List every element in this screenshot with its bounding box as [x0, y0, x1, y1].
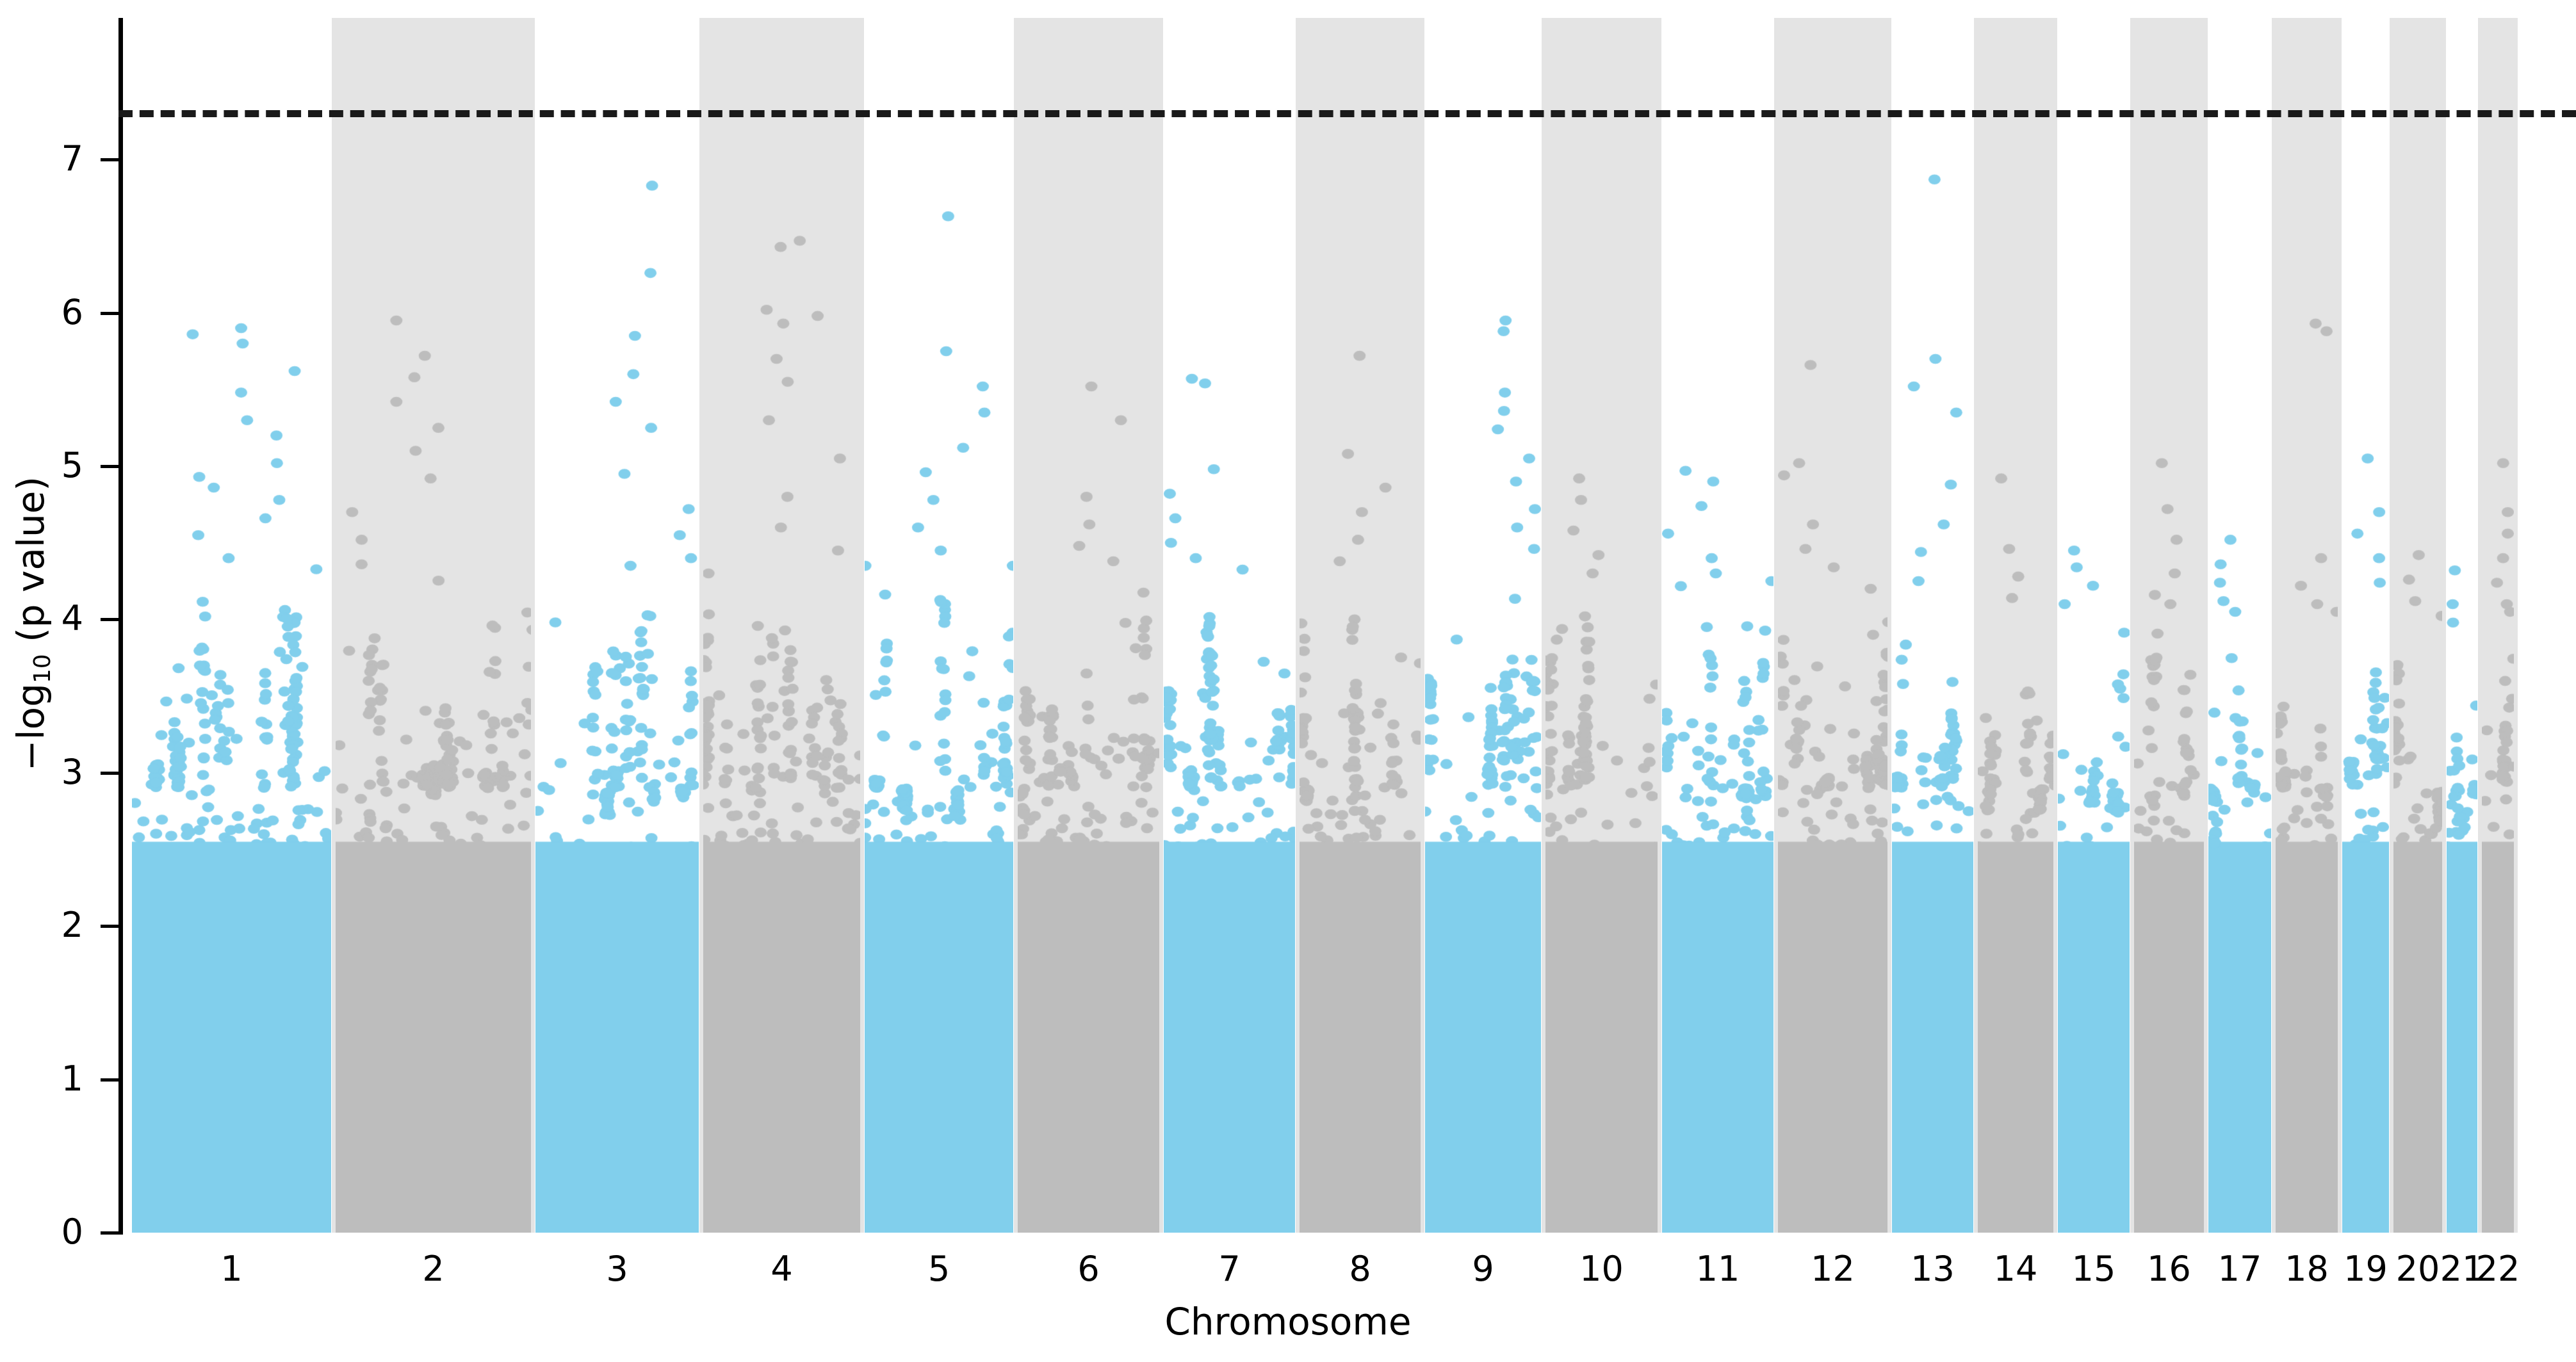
- x-axis-tick-label-chr19: 19: [2344, 1249, 2388, 1289]
- scatter-canvas-chr7: [1164, 18, 1295, 1233]
- scatter-canvas-chr4: [703, 18, 860, 1233]
- x-axis-tick-label-chr13: 13: [1911, 1249, 1955, 1289]
- chromosome-points-chr18: [2276, 18, 2338, 1233]
- y-axis-label-suffix: (p value): [9, 476, 53, 654]
- x-axis-tick-label-chr1: 1: [220, 1249, 243, 1289]
- scatter-canvas-chr10: [1545, 18, 1658, 1233]
- chromosome-points-chr9: [1425, 18, 1541, 1233]
- scatter-canvas-chr3: [535, 18, 699, 1233]
- y-axis-tick-7: [101, 158, 118, 162]
- x-axis-tick-label-chr17: 17: [2217, 1249, 2262, 1289]
- chromosome-points-chr16: [2134, 18, 2204, 1233]
- plot-area: [123, 18, 2531, 1233]
- x-axis-tick-label-chr7: 7: [1218, 1249, 1241, 1289]
- scatter-canvas-chr6: [1018, 18, 1159, 1233]
- chromosome-points-chr17: [2208, 18, 2271, 1233]
- scatter-canvas-chr18: [2276, 18, 2338, 1233]
- scatter-canvas-chr22: [2482, 18, 2514, 1233]
- chromosome-points-chr8: [1300, 18, 1421, 1233]
- x-axis-tick-label-chr21: 21: [2440, 1249, 2484, 1289]
- y-axis-label: −log10 (p value): [9, 419, 56, 829]
- y-axis-tick-2: [101, 925, 118, 928]
- genome-wide-significance-threshold-line: [118, 110, 2576, 118]
- x-axis-tick-label-chr6: 6: [1077, 1249, 1100, 1289]
- y-axis-tick-4: [101, 618, 118, 622]
- scatter-canvas-chr8: [1300, 18, 1421, 1233]
- y-axis-tick-label-0: 0: [61, 1212, 83, 1252]
- x-axis-label: Chromosome: [1164, 1300, 1412, 1343]
- y-axis-label-prefix: −log: [9, 683, 53, 772]
- chromosome-points-chr15: [2058, 18, 2130, 1233]
- y-axis-tick-6: [101, 311, 118, 315]
- x-axis-tick-label-chr4: 4: [770, 1249, 793, 1289]
- chromosome-points-chr4: [703, 18, 860, 1233]
- y-axis-tick-0: [101, 1231, 118, 1235]
- scatter-canvas-chr5: [865, 18, 1013, 1233]
- y-axis-spine: [118, 18, 123, 1235]
- scatter-canvas-chr2: [336, 18, 531, 1233]
- scatter-canvas-chr15: [2058, 18, 2130, 1233]
- x-axis-tick-label-chr20: 20: [2395, 1249, 2440, 1289]
- scatter-canvas-chr12: [1778, 18, 1887, 1233]
- chromosome-points-chr21: [2447, 18, 2477, 1233]
- x-axis-tick-label-chr14: 14: [1993, 1249, 2038, 1289]
- chromosome-points-chr1: [132, 18, 331, 1233]
- x-axis-tick-label-chr9: 9: [1472, 1249, 1494, 1289]
- scatter-canvas-chr17: [2208, 18, 2271, 1233]
- scatter-canvas-chr9: [1425, 18, 1541, 1233]
- scatter-canvas-chr20: [2393, 18, 2442, 1233]
- chromosome-points-chr10: [1545, 18, 1658, 1233]
- x-axis-tick-label-chr3: 3: [606, 1249, 628, 1289]
- y-axis-tick-3: [101, 771, 118, 775]
- x-axis-tick-label-chr16: 16: [2147, 1249, 2191, 1289]
- scatter-canvas-chr14: [1978, 18, 2053, 1233]
- scatter-canvas-chr11: [1662, 18, 1773, 1233]
- chromosome-points-chr11: [1662, 18, 1773, 1233]
- scatter-canvas-chr1: [132, 18, 331, 1233]
- y-axis-tick-label-4: 4: [61, 598, 83, 639]
- chromosome-points-chr7: [1164, 18, 1295, 1233]
- chromosome-points-chr13: [1892, 18, 1973, 1233]
- chromosome-points-chr3: [535, 18, 699, 1233]
- y-axis-tick-5: [101, 465, 118, 468]
- chromosome-points-chr12: [1778, 18, 1887, 1233]
- chromosome-points-chr22: [2482, 18, 2514, 1233]
- y-axis-tick-label-7: 7: [61, 138, 83, 179]
- y-axis-label-subscript: 10: [29, 654, 56, 684]
- y-axis-tick-1: [101, 1078, 118, 1082]
- scatter-canvas-chr21: [2447, 18, 2477, 1233]
- y-axis-tick-label-3: 3: [61, 751, 83, 792]
- scatter-canvas-chr16: [2134, 18, 2204, 1233]
- chromosome-points-chr5: [865, 18, 1013, 1233]
- x-axis-tick-label-chr15: 15: [2071, 1249, 2116, 1289]
- chromosome-points-chr6: [1018, 18, 1159, 1233]
- y-axis-tick-label-1: 1: [61, 1058, 83, 1099]
- scatter-canvas-chr19: [2342, 18, 2389, 1233]
- y-axis-tick-label-5: 5: [61, 445, 83, 485]
- chromosome-points-chr19: [2342, 18, 2389, 1233]
- x-axis-tick-label-chr8: 8: [1349, 1249, 1371, 1289]
- x-axis-tick-label-chr5: 5: [927, 1249, 950, 1289]
- chromosome-points-chr14: [1978, 18, 2053, 1233]
- scatter-canvas-chr13: [1892, 18, 1973, 1233]
- x-axis-tick-label-chr18: 18: [2285, 1249, 2329, 1289]
- chromosome-points-chr2: [336, 18, 531, 1233]
- chromosome-points-chr20: [2393, 18, 2442, 1233]
- y-axis-tick-label-2: 2: [61, 905, 83, 946]
- y-axis-tick-label-6: 6: [61, 291, 83, 332]
- x-axis-tick-label-chr11: 11: [1695, 1249, 1740, 1289]
- x-axis-tick-label-chr2: 2: [422, 1249, 444, 1289]
- x-axis-tick-label-chr22: 22: [2475, 1249, 2520, 1289]
- x-axis-tick-label-chr12: 12: [1811, 1249, 1855, 1289]
- x-axis-tick-label-chr10: 10: [1579, 1249, 1624, 1289]
